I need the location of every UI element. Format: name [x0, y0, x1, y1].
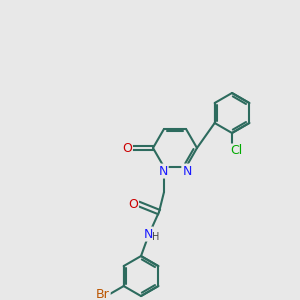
Text: H: H — [152, 232, 160, 242]
Text: Cl: Cl — [230, 145, 242, 158]
Text: N: N — [182, 165, 192, 178]
Text: N: N — [158, 165, 168, 178]
Text: O: O — [128, 198, 138, 211]
Text: N: N — [143, 228, 153, 241]
Text: O: O — [122, 142, 132, 154]
Text: Br: Br — [96, 288, 110, 300]
